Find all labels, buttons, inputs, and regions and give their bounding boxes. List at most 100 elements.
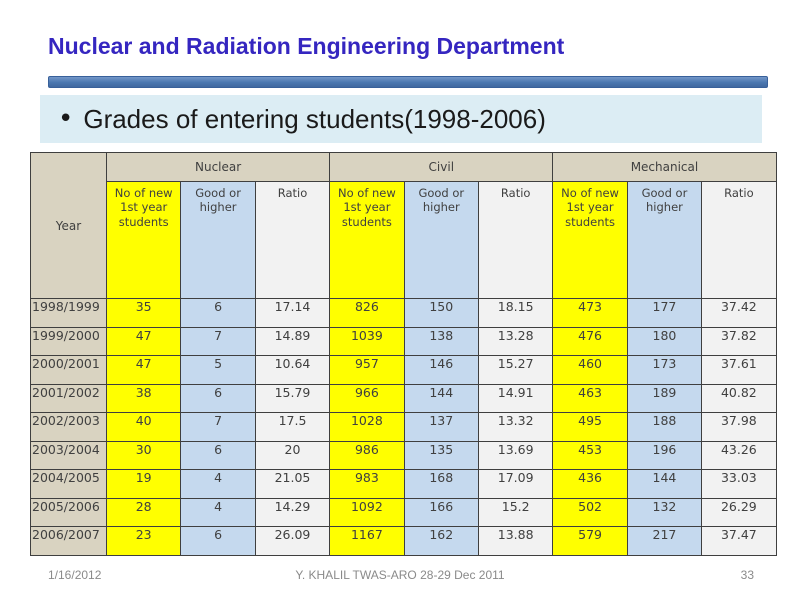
value-cell: 37.61: [701, 355, 777, 385]
year-cell: 2002/2003: [30, 412, 107, 442]
value-cell: 826: [329, 298, 405, 328]
value-cell: 13.28: [477, 326, 554, 356]
value-cell: 196: [626, 440, 703, 470]
value-cell: 983: [329, 469, 405, 499]
value-cell: 579: [552, 526, 628, 556]
value-cell: 6: [180, 383, 256, 413]
value-cell: 436: [552, 469, 628, 499]
value-cell: 4: [180, 469, 256, 499]
table-row: 2000/2001 47 5 10.64 957 146 15.27 460 173 37.61: [30, 355, 777, 385]
value-cell: 162: [403, 526, 479, 556]
value-cell: 173: [626, 355, 703, 385]
value-cell: 188: [626, 412, 703, 442]
group-header-civil: Civil: [329, 152, 554, 182]
value-cell: 20: [254, 440, 331, 470]
value-cell: 14.89: [254, 326, 331, 356]
value-cell: 1028: [329, 412, 405, 442]
value-cell: 177: [626, 298, 703, 328]
value-cell: 135: [403, 440, 479, 470]
subheader-civil-ratio: Ratio: [477, 181, 554, 299]
table-row: 2004/2005 19 4 21.05 983 168 17.09 436 144 33.03: [30, 469, 777, 499]
value-cell: 17.09: [477, 469, 554, 499]
table-row: 1998/1999 35 6 17.14 826 150 18.15 473 177 37.42: [30, 298, 777, 328]
value-cell: 966: [329, 383, 405, 413]
bullet-icon: •: [58, 104, 74, 134]
slide-footer: 1/16/2012 Y. KHALIL TWAS-ARO 28-29 Dec 2…: [0, 568, 800, 588]
value-cell: 189: [626, 383, 703, 413]
subheader-mechanical-ratio: Ratio: [701, 181, 777, 299]
table-row: 2003/2004 30 6 20 986 135 13.69 453 196 43.26: [30, 440, 777, 470]
table-sub-header-row: No of new 1st year students Good or high…: [31, 181, 777, 299]
value-cell: 10.64: [254, 355, 331, 385]
value-cell: 460: [552, 355, 628, 385]
value-cell: 476: [552, 326, 628, 356]
value-cell: 6: [180, 440, 256, 470]
value-cell: 14.91: [477, 383, 554, 413]
value-cell: 13.32: [477, 412, 554, 442]
year-cell: 2001/2002: [30, 383, 107, 413]
value-cell: 38: [105, 383, 182, 413]
value-cell: 15.79: [254, 383, 331, 413]
value-cell: 17.5: [254, 412, 331, 442]
value-cell: 7: [180, 412, 256, 442]
year-column-header: Year: [30, 152, 107, 299]
value-cell: 132: [626, 497, 703, 527]
subheader-civil-good-or-higher: Good or higher: [403, 181, 479, 299]
subheader-nuclear-ratio: Ratio: [254, 181, 331, 299]
year-cell: 2003/2004: [30, 440, 107, 470]
subheader-mechanical-new-students: No of new 1st year students: [552, 181, 628, 299]
table-row: 2002/2003 40 7 17.5 1028 137 13.32 495 188 37.98: [30, 412, 777, 442]
year-cell: 2005/2006: [30, 497, 107, 527]
value-cell: 47: [105, 326, 182, 356]
value-cell: 138: [403, 326, 479, 356]
value-cell: 18.15: [477, 298, 554, 328]
value-cell: 150: [403, 298, 479, 328]
value-cell: 5: [180, 355, 256, 385]
value-cell: 21.05: [254, 469, 331, 499]
group-header-nuclear: Nuclear: [105, 152, 331, 182]
value-cell: 40: [105, 412, 182, 442]
table-group-header-row: Year Nuclear Civil Mechanical: [30, 152, 777, 299]
footer-date: 1/16/2012: [48, 568, 102, 582]
value-cell: 14.29: [254, 497, 331, 527]
value-cell: 23: [105, 526, 182, 556]
year-cell: 2006/2007: [30, 526, 107, 556]
value-cell: 37.47: [701, 526, 777, 556]
footer-credit: Y. KHALIL TWAS-ARO 28-29 Dec 2011: [295, 568, 505, 582]
grades-table: Year Nuclear Civil Mechanical No of new …: [30, 152, 777, 556]
value-cell: 37.98: [701, 412, 777, 442]
year-cell: 1998/1999: [30, 298, 107, 328]
value-cell: 957: [329, 355, 405, 385]
value-cell: 180: [626, 326, 703, 356]
subheader-nuclear-new-students: No of new 1st year students: [105, 181, 182, 299]
value-cell: 19: [105, 469, 182, 499]
value-cell: 168: [403, 469, 479, 499]
table-row: 2005/2006 28 4 14.29 1092 166 15.2 502 132 26.29: [30, 497, 777, 527]
value-cell: 26.29: [701, 497, 777, 527]
value-cell: 144: [626, 469, 703, 499]
value-cell: 6: [180, 298, 256, 328]
value-cell: 13.69: [477, 440, 554, 470]
subheader-mechanical-good-or-higher: Good or higher: [626, 181, 703, 299]
value-cell: 37.42: [701, 298, 777, 328]
subheader-nuclear-good-or-higher: Good or higher: [180, 181, 256, 299]
value-cell: 15.27: [477, 355, 554, 385]
slide-title: Nuclear and Radiation Engineering Depart…: [48, 33, 565, 59]
value-cell: 1092: [329, 497, 405, 527]
value-cell: 40.82: [701, 383, 777, 413]
year-cell: 1999/2000: [30, 326, 107, 356]
table-row: 2006/2007 23 6 26.09 1167 162 13.88 579 217 37.47: [30, 526, 777, 556]
footer-page-number: 33: [740, 568, 754, 582]
value-cell: 15.2: [477, 497, 554, 527]
value-cell: 35: [105, 298, 182, 328]
value-cell: 17.14: [254, 298, 331, 328]
value-cell: 47: [105, 355, 182, 385]
table-body: 1998/1999 35 6 17.14 826 150 18.15 473 177 37.42 1…: [30, 298, 777, 556]
value-cell: 6: [180, 526, 256, 556]
value-cell: 1039: [329, 326, 405, 356]
title-divider-bar: [48, 76, 768, 88]
value-cell: 33.03: [701, 469, 777, 499]
value-cell: 37.82: [701, 326, 777, 356]
subtitle-text: Grades of entering students(1998-2006): [83, 103, 546, 134]
value-cell: 26.09: [254, 526, 331, 556]
